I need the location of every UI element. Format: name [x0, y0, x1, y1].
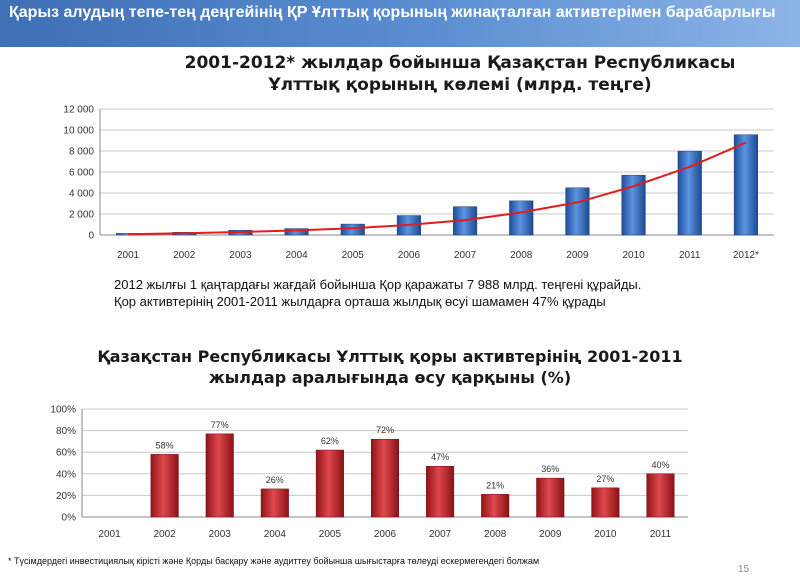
- chart1-xtick: 2008: [510, 250, 533, 261]
- chart1-xtick: 2006: [398, 250, 421, 261]
- chart2-xtick: 2009: [539, 529, 562, 540]
- chart2-ytick: 100%: [50, 405, 76, 416]
- chart2-xtick: 2001: [98, 529, 121, 540]
- chart2-data-label: 77%: [211, 420, 229, 430]
- chart2-data-label: 26%: [266, 475, 284, 485]
- chart2-bar: [315, 449, 344, 518]
- chart1-ytick: 8 000: [69, 147, 94, 158]
- chart1-xtick: 2012*: [733, 250, 759, 261]
- chart1-bar: [509, 200, 534, 236]
- page-number: 15: [738, 564, 750, 575]
- info-text: 2012 жылғы 1 қаңтардағы жағдай бойынша Қ…: [114, 276, 734, 310]
- chart2-xtick: 2002: [154, 529, 177, 540]
- chart2-bar: [205, 433, 234, 518]
- chart2-ytick: 40%: [56, 469, 76, 480]
- chart2-xtick: 2011: [650, 529, 672, 540]
- info-line-1: 2012 жылғы 1 қаңтардағы жағдай бойынша Қ…: [114, 277, 642, 292]
- chart2-bar: [150, 454, 179, 518]
- chart1-bar: [565, 187, 590, 236]
- chart2-xtick: 2005: [319, 529, 342, 540]
- chart1-xtick: 2005: [342, 250, 365, 261]
- chart2-data-label: 62%: [321, 436, 339, 446]
- chart1-ytick: 10 000: [63, 126, 94, 137]
- chart2-xtick: 2008: [484, 529, 507, 540]
- chart2-bar: [536, 477, 565, 518]
- chart2-xtick: 2006: [374, 529, 397, 540]
- chart1-ytick: 0: [88, 231, 94, 242]
- chart1-bar: [621, 174, 646, 236]
- chart2-bar: [426, 465, 455, 518]
- chart2-ytick: 0%: [62, 513, 77, 524]
- chart2-bar: [646, 473, 675, 518]
- chart2-data-label: 27%: [596, 474, 614, 484]
- chart1-bar: [733, 134, 758, 236]
- chart1-title: 2001-2012* жылдар бойынша Қазақстан Респ…: [184, 53, 736, 95]
- chart2-data-label: 40%: [651, 460, 669, 470]
- chart1-xtick: 2001: [117, 250, 140, 261]
- chart2-data-label: 21%: [486, 480, 504, 490]
- chart1-bar: [284, 228, 309, 236]
- chart2-xtick: 2007: [429, 529, 452, 540]
- chart2-bar: [481, 494, 510, 518]
- chart1-ytick: 4 000: [69, 189, 94, 200]
- chart1-xtick: 2003: [229, 250, 252, 261]
- chart1-ytick: 6 000: [69, 168, 94, 179]
- chart1-ytick: 12 000: [63, 105, 94, 116]
- chart2-data-label: 72%: [376, 425, 394, 435]
- chart2-bar: [260, 488, 289, 518]
- chart2-data-label: 36%: [541, 464, 559, 474]
- chart2-data-label: 47%: [431, 452, 449, 462]
- slide-header: Қарыз алудың тепе-тең деңгейінің ҚР Ұлтт…: [0, 0, 800, 47]
- slide-title: Қарыз алудың тепе-тең деңгейінің ҚР Ұлтт…: [9, 4, 776, 21]
- chart2-ytick: 80%: [56, 426, 76, 437]
- chart2-title: Қазақстан Республикасы Ұлттық қоры актив…: [97, 347, 683, 387]
- chart2-xtick: 2003: [209, 529, 232, 540]
- chart1-xtick: 2004: [285, 250, 308, 261]
- chart2-ytick: 60%: [56, 448, 76, 459]
- chart2-xtick: 2004: [264, 529, 287, 540]
- chart2-bar: [370, 438, 400, 518]
- chart1-bar: [677, 150, 702, 236]
- chart2-bar: [591, 487, 620, 518]
- chart1-ytick: 2 000: [69, 210, 94, 221]
- chart2-data-label: 58%: [156, 440, 174, 450]
- chart1-xtick: 2009: [566, 250, 589, 261]
- info-line-2: Қор активтерінің 2001-2011 жылдарға орта…: [114, 294, 606, 309]
- chart1-xtick: 2002: [173, 250, 196, 261]
- footnote: * Түсімдердегі инвестициялық кірісті жән…: [8, 556, 540, 566]
- chart1-xtick: 2011: [679, 250, 701, 261]
- chart1-xtick: 2007: [454, 250, 477, 261]
- chart2-xtick: 2010: [594, 529, 617, 540]
- chart1-trendline: [128, 141, 747, 236]
- chart1-xtick: 2010: [622, 250, 645, 261]
- chart2-ytick: 20%: [56, 491, 76, 502]
